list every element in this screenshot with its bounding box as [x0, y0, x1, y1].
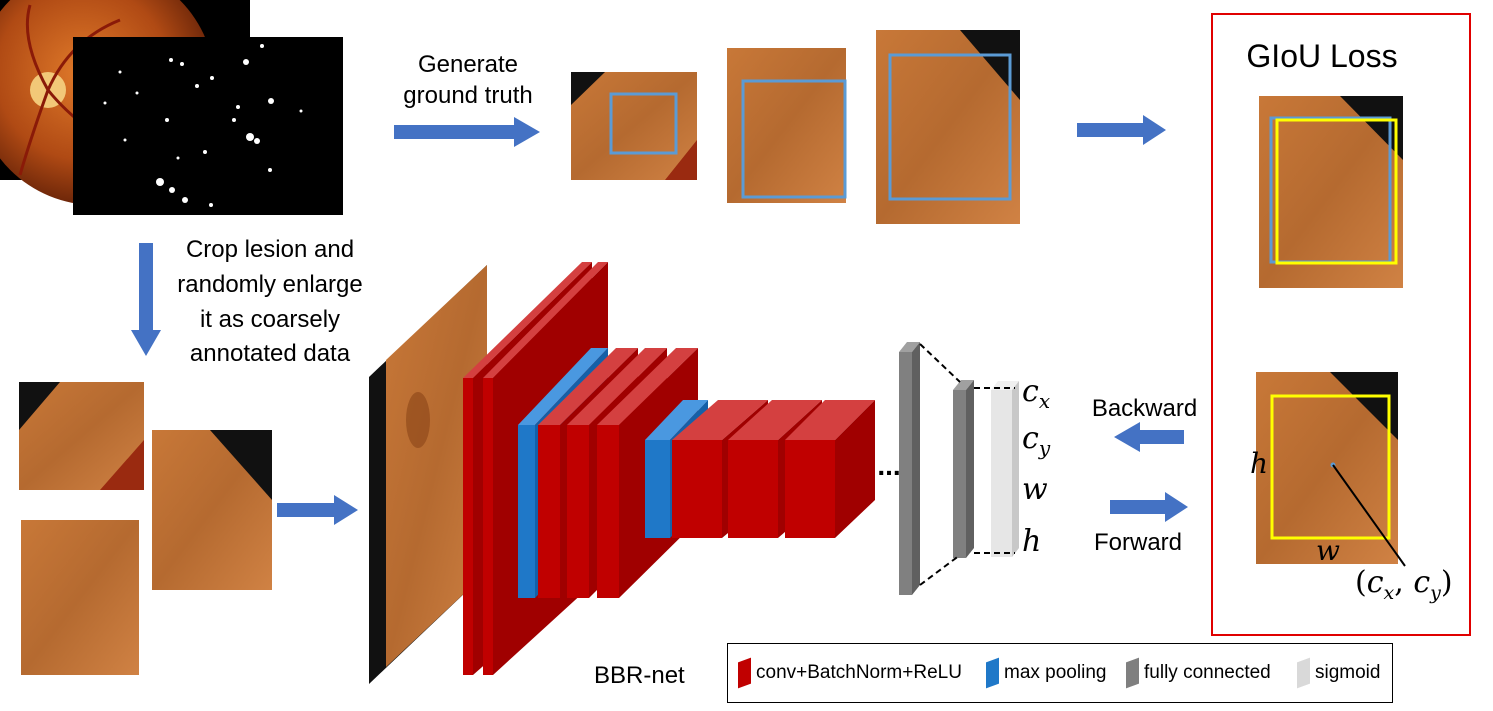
lesion-mask-image: [73, 37, 343, 215]
legend-item-fc: fully connected: [1126, 657, 1271, 689]
box-w-label: w: [1316, 534, 1340, 567]
coarse-patch-2: [152, 430, 272, 590]
coarse-patch-3: [21, 520, 139, 675]
crop-label: Crop lesion and randomly enlarge it as c…: [150, 233, 390, 372]
to-giou-arrow: [1077, 115, 1166, 145]
legend-item-pool: max pooling: [986, 657, 1107, 689]
output-w-label: w: [1022, 472, 1048, 507]
legend-swatch-sigmoid: [1297, 657, 1310, 689]
legend-swatch-fc: [1126, 657, 1139, 689]
backward-arrow: [1114, 422, 1184, 452]
crop-arrow: [131, 243, 161, 356]
sigmoid-layer: [991, 381, 1019, 557]
giou-loss-frame: [1211, 13, 1471, 636]
legend-label-pool: max pooling: [1004, 662, 1107, 683]
crop-label-line3: it as coarsely: [199, 305, 341, 333]
giou-title: GIoU Loss: [1246, 38, 1398, 74]
gt-patch-medium: [727, 48, 847, 203]
net-name-label: BBR-net: [594, 662, 685, 689]
gt-patch-large: [876, 30, 1020, 224]
generate-gt-arrow: [394, 117, 540, 147]
legend-swatch-pool: [986, 657, 999, 689]
crop-label-line4: annotated data: [189, 340, 351, 368]
center-point-label: (cx, cy): [1355, 565, 1453, 604]
box-h-label: h: [1250, 447, 1269, 480]
generate-label-line2: ground truth: [403, 82, 533, 110]
output-h-label: h: [1022, 524, 1042, 559]
to-net-arrow: [277, 495, 358, 525]
generate-gt-label: Generate ground truth: [378, 49, 558, 111]
fc-connectors: [919, 343, 1015, 586]
giou-top-patch: [1259, 96, 1403, 288]
legend-label-fc: fully connected: [1144, 662, 1271, 683]
coarse-patch-1: [19, 382, 144, 490]
backward-label: Backward: [1091, 395, 1198, 422]
fc-layer-2: [953, 380, 974, 558]
layer-ellipsis: ...: [877, 450, 901, 481]
generate-label-line1: Generate: [417, 51, 519, 78]
conv-block-3: [672, 400, 875, 538]
output-cy-label: cy: [1022, 421, 1051, 460]
giou-bottom-patch: [1256, 372, 1406, 567]
output-cx-label: cx: [1022, 374, 1051, 413]
crop-label-line2: randomly enlarge: [177, 270, 363, 298]
legend-item-sigmoid: sigmoid: [1297, 657, 1381, 689]
legend-item-conv: conv+BatchNorm+ReLU: [738, 657, 962, 689]
gt-patch-small: [571, 72, 697, 180]
legend: conv+BatchNorm+ReLU max pooling fully co…: [727, 643, 1393, 703]
forward-arrow: [1110, 492, 1188, 522]
legend-label-conv: conv+BatchNorm+ReLU: [756, 662, 962, 683]
forward-label: Forward: [1093, 529, 1183, 556]
net-input-image: [369, 265, 487, 684]
crop-label-line1: Crop lesion and: [185, 236, 355, 263]
legend-label-sigmoid: sigmoid: [1315, 662, 1381, 683]
fc-layer-1: [899, 342, 920, 595]
legend-swatch-conv: [738, 657, 751, 689]
